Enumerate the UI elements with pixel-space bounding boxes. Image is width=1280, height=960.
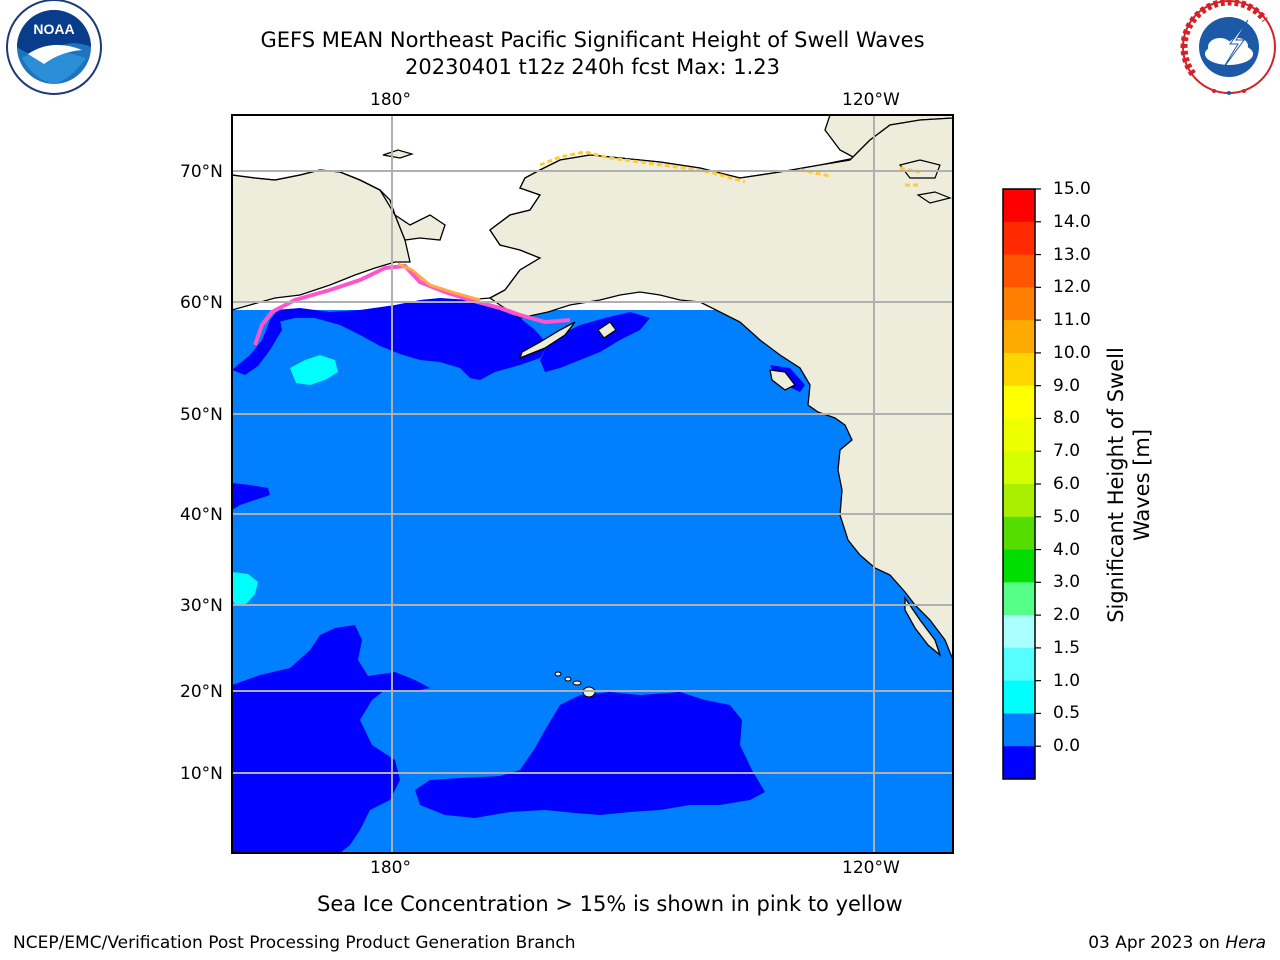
- colorbar-segment: [1003, 385, 1035, 419]
- land-baja: [904, 595, 942, 657]
- colorbar-tick-label: 1.5: [1053, 637, 1081, 658]
- land-kodiak: [597, 321, 617, 339]
- low-swell-southwest: [232, 625, 430, 853]
- colorbar-segment: [1003, 746, 1035, 780]
- lat-label-10n: 10°N: [180, 764, 223, 784]
- colorbar-tick-label: 11.0: [1053, 310, 1091, 331]
- nws-logo: [1180, 0, 1276, 95]
- low-swell-west-mid: [232, 483, 270, 510]
- colorbar-segment: [1003, 549, 1035, 583]
- lat-label-50n: 50°N: [180, 405, 223, 425]
- footer-date: 03 Apr 2023 on Hera: [1088, 932, 1266, 954]
- colorbar-segment: [1003, 451, 1035, 485]
- colorbar-tick-label: 4.0: [1053, 539, 1081, 560]
- colorbar-tick-label: 7.0: [1053, 441, 1081, 462]
- swell-patch-cyan-north: [290, 355, 338, 385]
- lat-label-30n: 30°N: [180, 596, 223, 616]
- lat-label-60n: 60°N: [180, 293, 223, 313]
- colorbar-tick-label: 6.0: [1053, 474, 1081, 494]
- colorbar-segment: [1003, 189, 1035, 223]
- land-alaska-peninsula: [518, 321, 576, 360]
- land-vancouver-island: [769, 369, 796, 391]
- colorbar-tick-label: 15.0: [1053, 179, 1091, 199]
- footer-machine: Hera: [1225, 933, 1266, 953]
- colorbar-segment: [1003, 516, 1035, 551]
- noaa-logo: NOAA: [6, 0, 102, 95]
- chart-subtitle: 20230401 t12z 240h fcst Max: 1.23: [405, 55, 780, 79]
- colorbar-segment: [1003, 615, 1035, 649]
- noaa-logo-text: NOAA: [33, 21, 74, 37]
- land-north-america: [488, 115, 953, 661]
- colorbar-segment: [1003, 287, 1035, 321]
- footer-date-text: 03 Apr 2023 on: [1088, 933, 1220, 953]
- colorbar-segment: [1003, 254, 1035, 288]
- colorbar-segment: [1003, 484, 1035, 518]
- colorbar-tick-label: 0.5: [1053, 703, 1081, 724]
- colorbar-segment: [1003, 647, 1035, 682]
- colorbar-tick-label: 5.0: [1053, 506, 1081, 527]
- colorbar-tick-label: 10.0: [1053, 342, 1091, 363]
- lon-label-top-180: 180°: [370, 90, 411, 110]
- low-swell-alaska-gulf: [540, 312, 650, 372]
- low-swell-west-edge: [232, 310, 282, 375]
- low-swell-south-central: [415, 692, 765, 818]
- colorbar-tick-label: 8.0: [1053, 408, 1081, 429]
- lat-label-20n: 20°N: [180, 682, 223, 702]
- colorbar-tick-label: 3.0: [1053, 572, 1081, 593]
- map-frame: [231, 114, 954, 854]
- colorbar-segment: [1003, 352, 1035, 387]
- colorbar-frame: [1002, 188, 1036, 780]
- colorbar-tick-label: 12.0: [1053, 277, 1091, 298]
- colorbar-segment: [1003, 418, 1035, 452]
- colorbar-segment: [1003, 582, 1035, 616]
- sea-ice-edge-inner: [397, 262, 481, 302]
- low-swell-aleutian: [275, 298, 548, 380]
- lon-label-bottom-180: 180°: [370, 858, 411, 878]
- colorbar-tick-label: 14.0: [1053, 211, 1091, 232]
- graticule: [232, 115, 953, 853]
- sea-ice-caption: Sea Ice Concentration > 15% is shown in …: [317, 892, 903, 916]
- colorbar-tick-label: 1.0: [1053, 670, 1081, 691]
- colorbar-tick-label: 9.0: [1053, 375, 1081, 396]
- lon-label-bottom-120w: 120°W: [842, 858, 900, 878]
- lat-label-70n: 70°N: [180, 162, 223, 182]
- footer-branch: NCEP/EMC/Verification Post Processing Pr…: [13, 933, 576, 953]
- colorbar-tick-label: 0.0: [1053, 736, 1081, 757]
- lat-label-40n: 40°N: [180, 505, 223, 525]
- colorbar-label-line1: Significant Height of Swell: [1104, 347, 1128, 623]
- colorbar-segment: [1003, 221, 1035, 256]
- swell-patch-cyan-west: [232, 572, 258, 606]
- colorbar-tick-label: 13.0: [1053, 244, 1091, 265]
- chart-title: GEFS MEAN Northeast Pacific Significant …: [260, 28, 925, 52]
- colorbar: [1003, 188, 1041, 780]
- colorbar-label: Significant Height of Swell Waves [m]: [1103, 347, 1155, 623]
- colorbar-segment: [1003, 680, 1035, 714]
- colorbar-segment: [1003, 713, 1035, 747]
- colorbar-label-line2: Waves [m]: [1130, 428, 1154, 542]
- map-area: [232, 115, 953, 853]
- lon-label-top-120w: 120°W: [842, 90, 900, 110]
- colorbar-segment: [1003, 320, 1035, 354]
- colorbar-tick-label: 2.0: [1053, 605, 1081, 626]
